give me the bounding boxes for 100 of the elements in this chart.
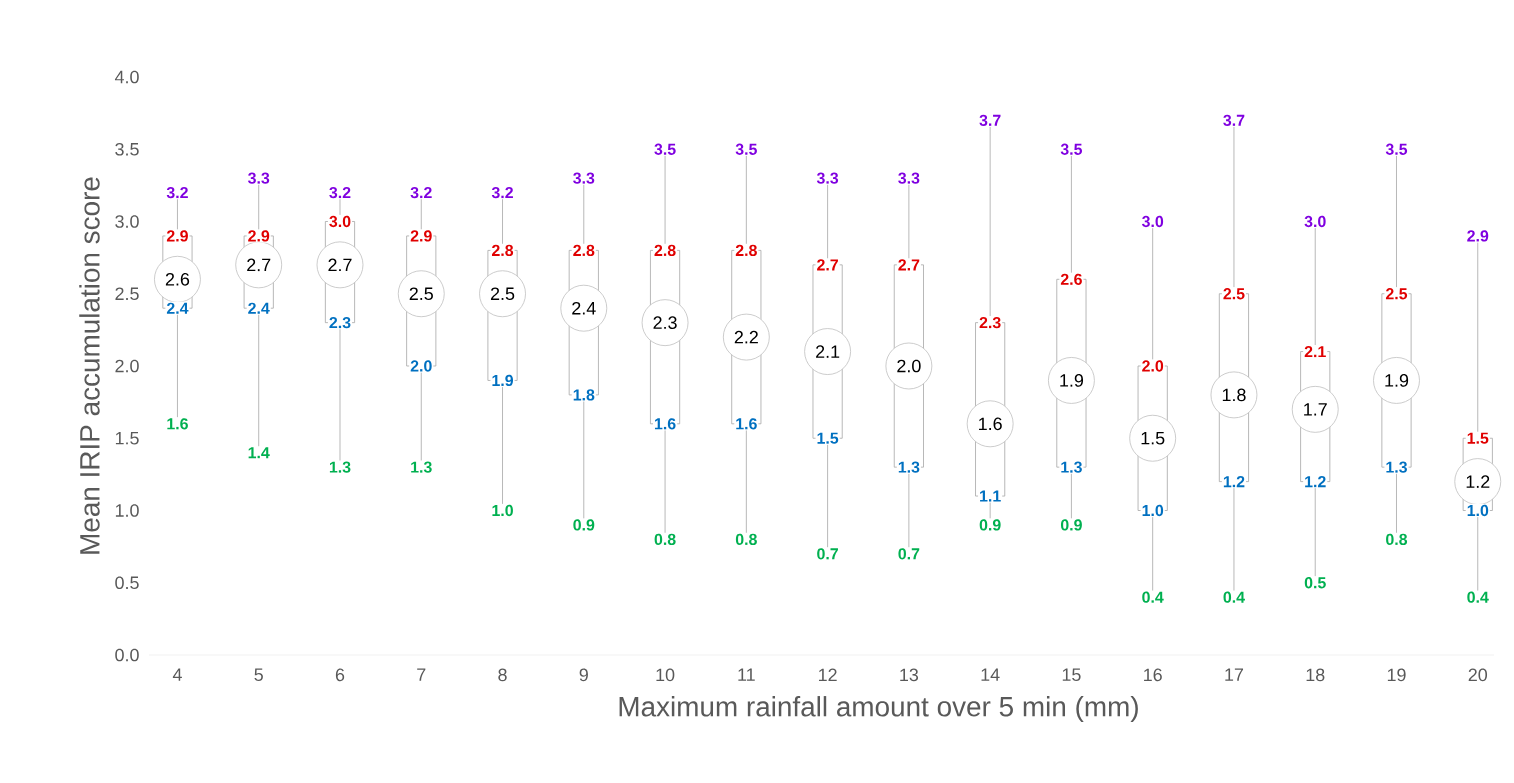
x-tick-label: 17 bbox=[1225, 668, 1244, 681]
annotation: 2.5 bbox=[490, 287, 515, 301]
annotation: 2.6 bbox=[165, 272, 190, 286]
y-tick-label: 2.5 bbox=[115, 287, 139, 301]
annotation: 3.3 bbox=[816, 172, 839, 184]
x-axis-title: Maximum rainfall amount over 5 min (mm) bbox=[619, 696, 1138, 723]
annotation: 1.6 bbox=[654, 418, 676, 430]
x-tick-label: 20 bbox=[1468, 668, 1488, 682]
annotation: 3.0 bbox=[1141, 215, 1164, 228]
annotation: 3.3 bbox=[898, 172, 920, 184]
x-tick-label: 14 bbox=[981, 668, 1000, 681]
x-tick-label: 16 bbox=[1144, 668, 1162, 682]
annotation: 0.4 bbox=[1467, 591, 1489, 603]
annotation: 2.7 bbox=[898, 259, 920, 271]
y-tick-label: 3.5 bbox=[115, 142, 139, 156]
annotation: 1.3 bbox=[329, 461, 351, 473]
annotation: 2.3 bbox=[979, 317, 1001, 329]
annotation: 2.4 bbox=[248, 302, 270, 314]
annotation: 3.7 bbox=[979, 114, 1001, 126]
annotation: 2.6 bbox=[1060, 273, 1082, 285]
annotation: 1.7 bbox=[1304, 403, 1327, 416]
x-tick-label: 8 bbox=[498, 668, 507, 682]
annotation: 2.5 bbox=[1385, 288, 1408, 300]
x-tick-label: 4 bbox=[172, 668, 182, 681]
y-tick-label: 1.5 bbox=[115, 431, 139, 445]
annotation: 0.4 bbox=[1142, 591, 1164, 603]
annotation: 1.3 bbox=[1061, 461, 1082, 473]
annotation: 2.8 bbox=[491, 244, 514, 257]
annotation: 0.7 bbox=[898, 548, 920, 560]
annotation: 2.9 bbox=[166, 230, 188, 242]
annotation: 2.0 bbox=[897, 359, 921, 373]
annotation: 3.0 bbox=[329, 215, 351, 228]
annotation: 1.6 bbox=[979, 417, 1002, 431]
annotation: 3.7 bbox=[1223, 114, 1245, 126]
annotation: 1.3 bbox=[411, 461, 432, 473]
annotation: 0.4 bbox=[1223, 591, 1245, 603]
annotation: 1.2 bbox=[1305, 476, 1326, 488]
annotation: 3.2 bbox=[491, 186, 513, 199]
annotation: 3.2 bbox=[166, 186, 188, 199]
annotation: 1.8 bbox=[1222, 388, 1246, 402]
x-tick-label: 18 bbox=[1306, 668, 1325, 682]
annotation: 1.2 bbox=[1466, 475, 1490, 488]
annotation: 2.8 bbox=[735, 244, 757, 257]
annotation: 1.5 bbox=[817, 432, 839, 444]
x-tick-label: 13 bbox=[900, 668, 919, 682]
annotation: 3.2 bbox=[410, 186, 432, 199]
y-tick-label: 3.0 bbox=[115, 215, 139, 228]
annotation: 2.7 bbox=[247, 258, 271, 272]
annotation: 2.7 bbox=[817, 259, 838, 271]
x-tick-label: 10 bbox=[656, 668, 675, 682]
annotation: 2.8 bbox=[654, 244, 676, 257]
annotation: 2.9 bbox=[410, 230, 432, 242]
annotation: 3.3 bbox=[573, 172, 595, 184]
annotation: 1.6 bbox=[736, 418, 757, 430]
x-tick-label: 15 bbox=[1062, 668, 1081, 682]
annotation: 3.0 bbox=[1304, 215, 1326, 228]
y-tick-label: 0.0 bbox=[115, 648, 139, 662]
annotation: 2.9 bbox=[1467, 230, 1489, 242]
annotation: 3.3 bbox=[248, 172, 270, 184]
annotation: 0.8 bbox=[735, 533, 757, 546]
annotation: 2.4 bbox=[166, 302, 189, 314]
annotation: 1.3 bbox=[898, 461, 920, 473]
annotation: 2.3 bbox=[653, 316, 677, 329]
annotation: 2.0 bbox=[410, 360, 432, 372]
annotation: 3.5 bbox=[1385, 143, 1408, 155]
x-tick-label: 11 bbox=[738, 668, 755, 681]
annotation: 1.0 bbox=[492, 504, 513, 517]
annotation: 3.2 bbox=[329, 186, 351, 199]
annotation: 2.7 bbox=[328, 258, 352, 272]
y-tick-label: 1.0 bbox=[115, 504, 139, 517]
y-tick-label: 0.5 bbox=[115, 576, 139, 590]
annotation: 0.9 bbox=[979, 519, 1001, 531]
annotation: 1.3 bbox=[1386, 461, 1407, 473]
x-tick-label: 7 bbox=[417, 668, 426, 681]
annotation: 1.5 bbox=[1467, 432, 1489, 444]
annotation: 2.2 bbox=[734, 330, 758, 344]
x-tick-label: 6 bbox=[335, 668, 345, 682]
annotation: 1.9 bbox=[1385, 374, 1409, 387]
x-tick-label: 12 bbox=[818, 668, 837, 682]
annotation: 1.6 bbox=[167, 418, 188, 430]
annotation: 2.5 bbox=[409, 287, 433, 301]
annotation: 1.9 bbox=[1060, 374, 1084, 387]
annotation: 1.4 bbox=[248, 447, 270, 459]
annotation: 2.1 bbox=[816, 345, 840, 358]
annotation: 1.2 bbox=[1223, 476, 1245, 488]
x-tick-label: 19 bbox=[1387, 668, 1406, 682]
annotation: 2.1 bbox=[1304, 345, 1326, 358]
annotation: 2.4 bbox=[572, 301, 596, 315]
annotation: 0.7 bbox=[817, 548, 838, 560]
annotation: 1.9 bbox=[492, 374, 513, 387]
annotation: 1.8 bbox=[573, 389, 595, 401]
annotation: 0.8 bbox=[1386, 533, 1408, 546]
annotation: 2.8 bbox=[573, 244, 595, 257]
annotation: 0.9 bbox=[1060, 519, 1082, 531]
annotation: 3.5 bbox=[1060, 143, 1083, 155]
y-tick-label: 2.0 bbox=[115, 359, 139, 373]
annotation: 2.5 bbox=[1223, 288, 1245, 300]
annotation: 1.0 bbox=[1142, 504, 1164, 517]
annotation: 1.5 bbox=[1141, 431, 1165, 445]
annotation: 1.1 bbox=[980, 490, 1001, 502]
